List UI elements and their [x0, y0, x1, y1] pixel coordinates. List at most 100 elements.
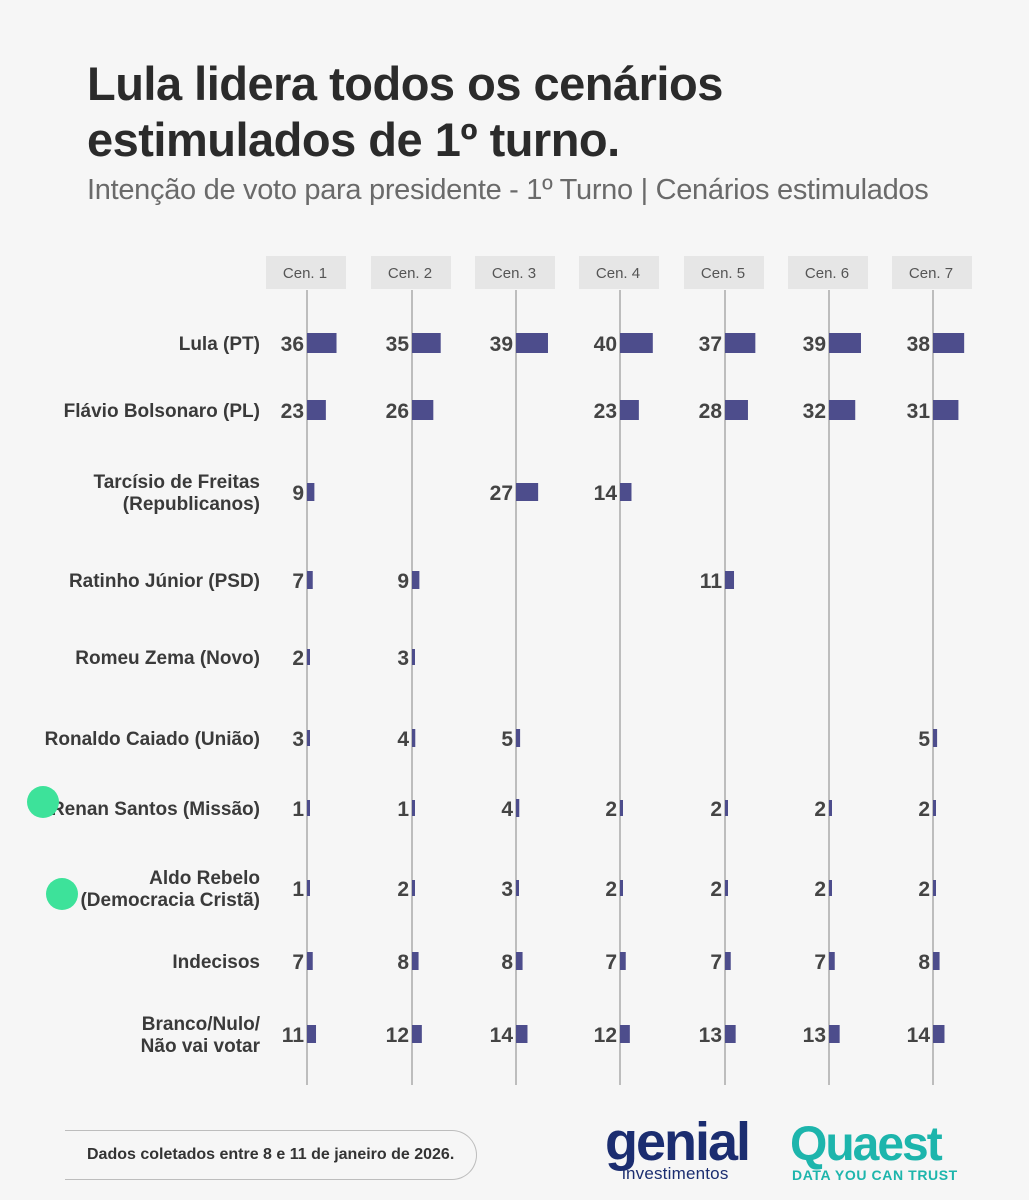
- column-header-bg: [788, 256, 868, 289]
- column-header-label: Cen. 4: [596, 265, 640, 282]
- row-label: Ratinho Júnior (PSD): [69, 571, 260, 592]
- data-bar: [620, 952, 626, 970]
- column-header-label: Cen. 3: [492, 265, 536, 282]
- data-bar: [307, 649, 310, 665]
- data-bar: [412, 729, 416, 747]
- data-value-label: 39: [803, 333, 826, 356]
- row-label: Indecisos: [172, 952, 260, 973]
- data-bar: [725, 952, 731, 970]
- data-bar: [620, 483, 632, 501]
- data-bar: [829, 800, 832, 816]
- data-value-label: 39: [490, 333, 513, 356]
- column-header-bg: [684, 256, 764, 289]
- data-value-label: 27: [490, 482, 513, 505]
- data-bar: [307, 333, 337, 353]
- data-value-label: 2: [397, 878, 409, 901]
- data-bar: [933, 400, 959, 420]
- data-bar: [933, 952, 940, 970]
- data-value-label: 3: [292, 728, 304, 751]
- data-bar: [829, 1025, 840, 1043]
- data-value-label: 12: [386, 1024, 409, 1047]
- data-value-label: 3: [397, 647, 409, 670]
- data-value-label: 7: [814, 951, 826, 974]
- row-label: (Republicanos): [123, 494, 260, 515]
- data-bar: [412, 952, 419, 970]
- data-bar: [725, 1025, 736, 1043]
- data-value-label: 14: [594, 482, 618, 505]
- genial-logo: genial investimentos: [605, 1112, 770, 1186]
- data-value-label: 28: [699, 400, 723, 423]
- column-header-label: Cen. 7: [909, 265, 953, 282]
- data-value-label: 2: [605, 878, 617, 901]
- data-bar: [933, 800, 936, 816]
- row-label: Tarcísio de Freitas: [94, 472, 261, 493]
- data-bar: [829, 400, 856, 420]
- column-header-bg: [579, 256, 659, 289]
- data-value-label: 14: [490, 1024, 514, 1047]
- data-bar: [620, 1025, 630, 1043]
- row-label: Romeu Zema (Novo): [75, 648, 260, 669]
- data-value-label: 2: [814, 878, 826, 901]
- data-value-label: 9: [397, 570, 409, 593]
- data-value-label: 2: [292, 647, 304, 670]
- quaest-logo: Quaest DATA YOU CAN TRUST: [790, 1118, 960, 1186]
- data-value-label: 32: [803, 400, 826, 423]
- data-bar: [725, 333, 756, 353]
- data-bar: [516, 1025, 528, 1043]
- data-bar: [307, 483, 315, 501]
- data-bar: [933, 333, 965, 353]
- data-bar: [620, 880, 623, 896]
- data-value-label: 37: [699, 333, 722, 356]
- data-bar: [829, 952, 835, 970]
- chart-title: Lula lidera todos os cenários estimulado…: [87, 57, 723, 166]
- data-value-label: 4: [501, 798, 513, 821]
- data-bar: [933, 1025, 945, 1043]
- chart-subtitle: Intenção de voto para presidente - 1º Tu…: [87, 174, 929, 206]
- chart-area: Cen. 1 Cen. 2 Cen. 3 Cen. 4 Cen. 5 Cen. 6 Cen.…: [27, 256, 972, 1085]
- data-value-label: 12: [594, 1024, 617, 1047]
- data-value-label: 2: [918, 798, 930, 821]
- highlight-dot: [46, 878, 78, 910]
- data-value-label: 35: [386, 333, 410, 356]
- row-label: Renan Santos (Missão): [51, 799, 260, 820]
- data-value-label: 8: [397, 951, 409, 974]
- data-value-label: 3: [501, 878, 513, 901]
- data-bar: [725, 571, 735, 589]
- data-bar: [829, 880, 832, 896]
- data-value-label: 8: [918, 951, 930, 974]
- data-value-label: 31: [907, 400, 931, 423]
- data-bar: [307, 800, 310, 816]
- row-label: Lula (PT): [179, 334, 260, 355]
- data-bar: [829, 333, 861, 353]
- data-bar: [307, 880, 310, 896]
- data-value-label: 7: [292, 951, 304, 974]
- data-collection-note: Dados coletados entre 8 e 11 de janeiro …: [65, 1130, 477, 1180]
- data-bar: [516, 729, 521, 747]
- data-value-label: 4: [397, 728, 409, 751]
- data-value-label: 11: [700, 570, 723, 593]
- data-value-label: 13: [699, 1024, 722, 1047]
- data-bar: [412, 880, 415, 896]
- data-bar: [412, 649, 415, 665]
- data-value-label: 8: [501, 951, 513, 974]
- data-bar: [725, 800, 728, 816]
- column-header-bg: [371, 256, 451, 289]
- highlight-dot: [27, 786, 59, 818]
- data-bar: [412, 571, 420, 589]
- data-value-label: 5: [501, 728, 513, 751]
- data-value-label: 2: [710, 878, 722, 901]
- data-value-label: 7: [710, 951, 722, 974]
- data-bar: [516, 333, 548, 353]
- data-bar: [412, 400, 434, 420]
- data-value-label: 36: [281, 333, 304, 356]
- data-value-label: 9: [292, 482, 304, 505]
- data-value-label: 2: [814, 798, 826, 821]
- data-bar: [516, 952, 523, 970]
- data-value-label: 2: [918, 878, 930, 901]
- data-bar: [725, 400, 748, 420]
- data-bar: [307, 730, 310, 746]
- genial-logo-word: genial: [605, 1112, 751, 1172]
- data-bar: [516, 799, 520, 817]
- data-bar: [516, 483, 539, 501]
- data-bar: [307, 571, 313, 589]
